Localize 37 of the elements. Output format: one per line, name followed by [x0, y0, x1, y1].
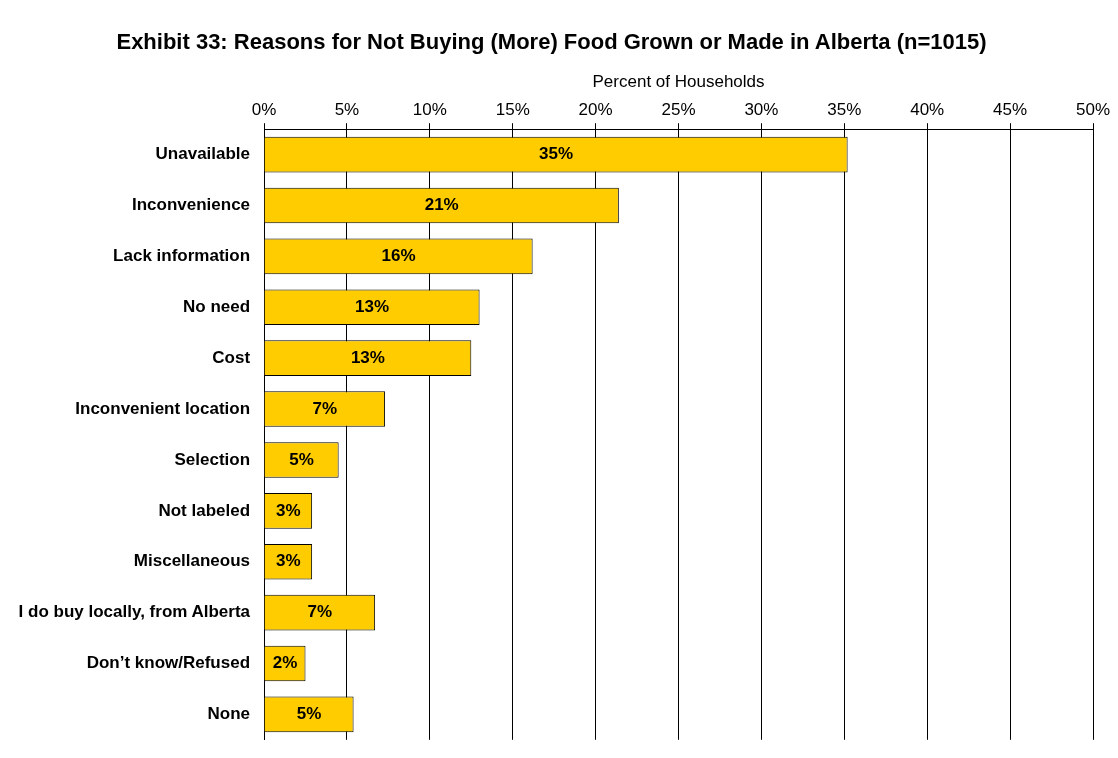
x-tick-label: 15% [495, 99, 530, 119]
y-tick-label: Selection [174, 449, 251, 469]
data-label: 13% [355, 296, 390, 316]
y-tick-label: I do buy locally, from Alberta [18, 602, 251, 622]
x-tick-label: 35% [827, 99, 862, 119]
y-tick-label: None [207, 704, 251, 724]
data-label: 16% [381, 246, 416, 266]
x-tick-label: 10% [412, 99, 447, 119]
x-tick-label: 5% [334, 99, 360, 119]
y-tick-label: Miscellaneous [133, 551, 251, 571]
chart-title: Exhibit 33: Reasons for Not Buying (More) Food Grown or Made in Alberta (n=1015) [116, 29, 987, 55]
data-label: 7% [312, 398, 338, 418]
y-tick-label: Inconvenient location [75, 398, 251, 418]
data-label: 35% [539, 144, 574, 164]
x-tick-label: 25% [661, 99, 696, 119]
x-tick-label: 0% [251, 99, 277, 119]
y-tick-label: No need [182, 296, 251, 316]
y-tick-label: Lack information [113, 246, 251, 266]
y-tick-label: Inconvenience [131, 195, 251, 215]
x-axis-title: Percent of Households [592, 72, 765, 92]
y-tick-label: Don’t know/Refused [86, 653, 251, 673]
x-tick-label: 30% [744, 99, 779, 119]
data-label: 2% [272, 653, 298, 673]
data-label: 3% [276, 551, 301, 571]
data-label: 3% [276, 500, 301, 520]
y-tick-label: Unavailable [155, 144, 251, 164]
x-tick-label: 40% [910, 99, 945, 119]
x-tick-label: 45% [993, 99, 1028, 119]
data-label: 13% [350, 347, 385, 367]
data-label: 5% [296, 704, 322, 724]
data-label: 21% [424, 195, 459, 215]
x-tick-label: 50% [1075, 99, 1111, 119]
y-tick-label: Not labeled [158, 500, 251, 520]
x-tick-label: 20% [578, 99, 613, 119]
data-label: 5% [289, 449, 314, 469]
y-tick-label: Cost [212, 347, 251, 367]
data-label: 7% [307, 602, 333, 622]
